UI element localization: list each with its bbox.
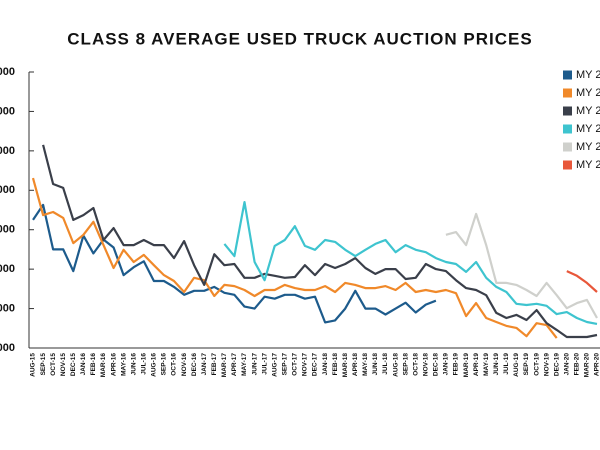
x-tick-label: MAY-18 [362, 353, 369, 376]
x-tick-label: JAN-20 [564, 353, 571, 376]
x-tick-label: JAN-19 [443, 353, 450, 376]
x-tick-label: APR-18 [352, 353, 359, 377]
x-tick-label: JUN-19 [493, 353, 500, 376]
x-tick-label: JUL-16 [141, 353, 148, 375]
series-line [31, 177, 558, 339]
series-line [566, 270, 598, 293]
x-tick-label: NOV-19 [543, 353, 550, 377]
y-tick-label: 000 [0, 184, 15, 196]
x-tick-label: APR-19 [473, 353, 480, 377]
x-tick-label: MAR-16 [100, 353, 107, 378]
x-tick-label: AUG-19 [513, 353, 520, 377]
x-tick-label: NOV-16 [181, 353, 188, 377]
x-tick-label: JUL-17 [261, 353, 268, 375]
legend-swatch [563, 106, 572, 116]
x-tick-label: JAN-17 [201, 353, 208, 376]
x-tick-label: MAR-19 [463, 353, 470, 378]
x-tick-label: SEP-17 [282, 353, 289, 376]
legend-swatch [563, 70, 572, 80]
series-line [32, 203, 437, 324]
legend-label: MY 2 [576, 69, 600, 81]
x-tick-label: APR-17 [231, 353, 238, 377]
y-tick-label: 000 [0, 263, 15, 275]
x-tick-label: DEC-18 [433, 353, 440, 377]
x-tick-label: DEC-17 [312, 353, 319, 377]
x-tick-label: NOV-15 [60, 353, 67, 377]
x-tick-label: JUL-18 [382, 353, 389, 375]
x-tick-label: NOV-18 [423, 353, 430, 377]
x-tick-label: FEB-20 [574, 353, 581, 376]
x-tick-label: APR-16 [110, 353, 117, 377]
y-tick-label: 000 [0, 224, 15, 236]
x-tick-label: JUN-16 [130, 353, 137, 376]
y-tick-label: 000 [0, 342, 15, 354]
x-tick-label: APR-20 [594, 353, 600, 377]
x-tick-label: OCT-15 [50, 353, 57, 376]
legend-swatch [563, 124, 572, 134]
x-tick-label: AUG-16 [151, 353, 158, 377]
series-line [445, 212, 598, 319]
x-tick-label: DEC-16 [191, 353, 198, 377]
x-tick-label: AUG-18 [392, 353, 399, 377]
series-line [42, 144, 598, 339]
x-tick-label: OCT-16 [171, 353, 178, 376]
x-tick-label: MAR-17 [221, 353, 228, 378]
x-tick-label: FEB-19 [453, 353, 460, 376]
x-tick-label: JUN-18 [372, 353, 379, 376]
chart-title: CLASS 8 AVERAGE USED TRUCK AUCTION PRICE… [67, 29, 532, 48]
y-tick-label: 000 [0, 302, 15, 314]
y-tick-label: 000 [0, 105, 15, 117]
x-tick-label: FEB-16 [90, 353, 97, 376]
x-tick-label: SEP-16 [161, 353, 168, 376]
series-line [223, 201, 598, 325]
x-tick-label: MAR-18 [342, 353, 349, 378]
x-tick-label: MAY-19 [483, 353, 490, 376]
legend-label: MY 2 [576, 159, 600, 171]
y-tick-label: 000 [0, 66, 15, 78]
x-tick-label: JUL-19 [503, 353, 510, 375]
x-tick-label: OCT-17 [292, 353, 299, 376]
x-tick-label: SEP-18 [402, 353, 409, 376]
x-tick-label: SEP-15 [40, 353, 47, 376]
x-tick-label: JAN-18 [322, 353, 329, 376]
x-tick-label: JUN-17 [251, 353, 258, 376]
legend-label: MY 2 [576, 105, 600, 117]
x-tick-label: DEC-15 [70, 353, 77, 377]
legend-label: MY 2 [576, 123, 600, 135]
x-tick-label: OCT-18 [412, 353, 419, 376]
x-tick-label: MAY-17 [241, 353, 248, 376]
legend-swatch [563, 142, 572, 152]
x-tick-label: FEB-17 [211, 353, 218, 376]
x-tick-label: DEC-19 [553, 353, 560, 377]
x-tick-label: FEB-18 [332, 353, 339, 376]
x-tick-label: MAR-20 [584, 353, 591, 378]
x-tick-label: JAN-16 [80, 353, 87, 376]
x-tick-label: SEP-19 [523, 353, 530, 376]
legend-swatch [563, 160, 572, 170]
x-tick-label: AUG-17 [271, 353, 278, 377]
legend-swatch [563, 88, 572, 98]
legend-label: MY 2 [576, 141, 600, 153]
x-tick-label: MAY-16 [120, 353, 127, 376]
x-tick-label: NOV-17 [302, 353, 309, 377]
x-tick-label: OCT-19 [533, 353, 540, 376]
legend-label: MY 2 [576, 87, 600, 99]
y-tick-label: 000 [0, 145, 15, 157]
x-tick-label: AUG-15 [30, 353, 37, 377]
